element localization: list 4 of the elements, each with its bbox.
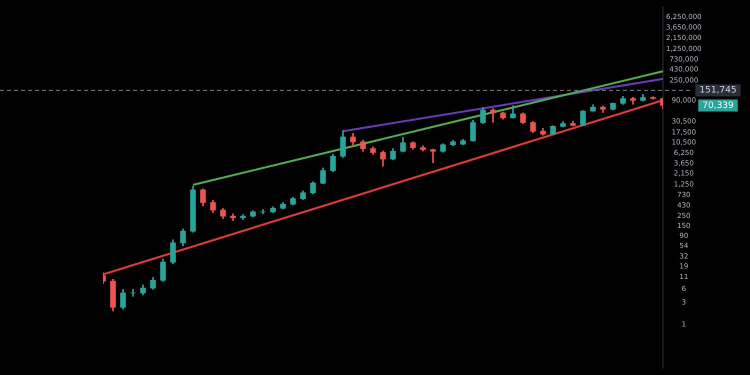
text: 70,339 [702, 100, 734, 111]
ref-line-label: 151,745 [699, 86, 737, 96]
candlestick [430, 148, 436, 164]
candlestick [230, 214, 236, 221]
